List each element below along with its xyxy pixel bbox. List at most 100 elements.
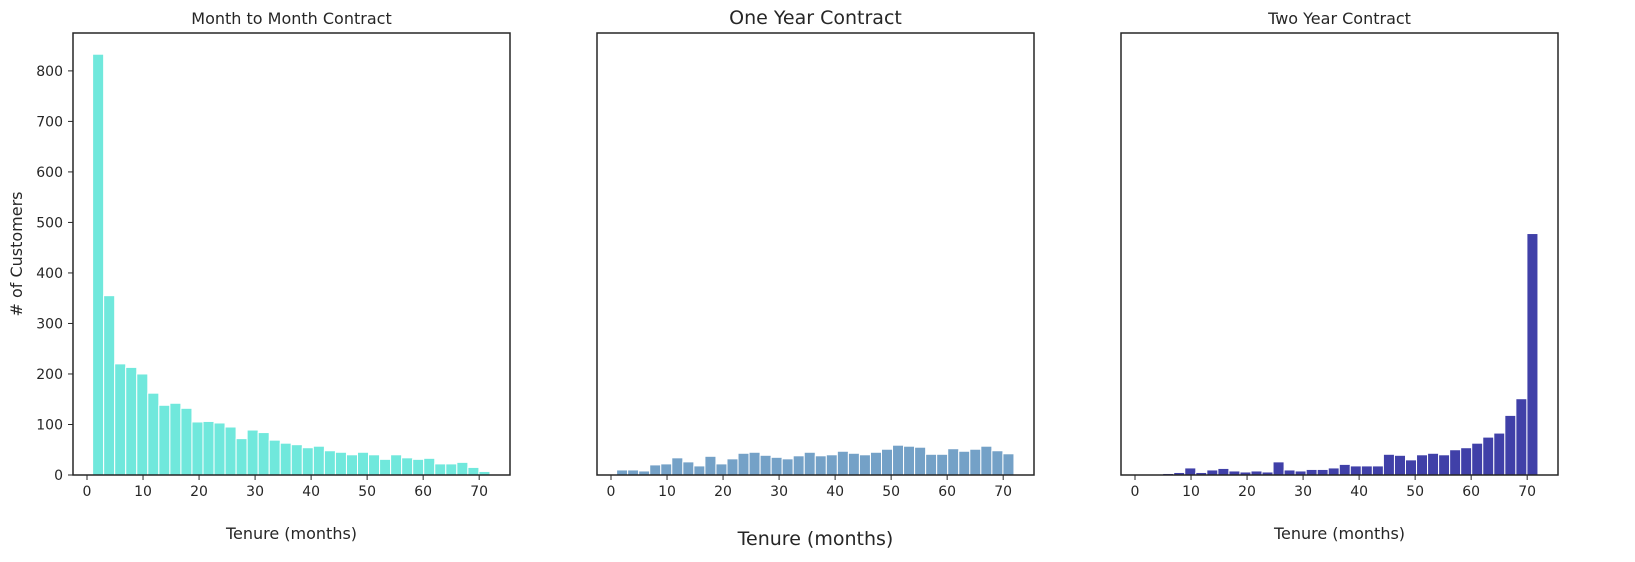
histogram-bar — [379, 458, 392, 476]
histogram-bar — [1427, 452, 1440, 476]
x-tick-label: 0 — [1131, 484, 1140, 500]
histogram-bar — [312, 445, 325, 476]
x-tick-label: 20 — [714, 484, 732, 500]
histogram-bar — [869, 451, 883, 476]
histogram-bar — [1184, 467, 1197, 476]
y-tick-label: 400 — [36, 266, 63, 282]
y-tick-label: 200 — [36, 367, 63, 383]
y-axis-label: # of Customers — [7, 191, 26, 316]
histogram-bar — [202, 420, 215, 476]
histogram-bar — [958, 450, 971, 476]
histogram-bar — [991, 450, 1004, 476]
x-tick-label: 60 — [1462, 484, 1480, 500]
histogram-bar — [390, 454, 403, 476]
x-tick-label: 30 — [1294, 484, 1312, 500]
x-tick-label: 70 — [1518, 484, 1536, 500]
x-axis-label: Tenure (months) — [225, 524, 357, 543]
histogram-bar — [357, 451, 370, 476]
x-tick-label: 60 — [938, 484, 956, 500]
histogram-bar — [1504, 414, 1517, 476]
histogram-bar — [213, 422, 226, 476]
chart-panel-3: 0 10 20 30 40 50 60 70 Two Year Contract Tenure (… — [1120, 9, 1559, 543]
y-tick-label: 500 — [36, 215, 63, 231]
histogram-bar — [936, 453, 949, 476]
histogram-bar — [1272, 461, 1285, 476]
x-axis-label: Tenure (months) — [1273, 524, 1405, 543]
histogram-bar — [704, 455, 717, 476]
x-tick-label: 20 — [190, 484, 208, 500]
y-tick-label: 100 — [36, 417, 63, 433]
chart-title: Two Year Contract — [1267, 9, 1411, 28]
histogram-bar — [1416, 454, 1429, 476]
histogram-bar — [412, 458, 425, 476]
y-tick-label: 0 — [54, 468, 63, 484]
histogram-bar — [627, 469, 640, 476]
histogram-bar — [368, 454, 381, 476]
x-tick-label: 40 — [826, 484, 844, 500]
histogram-bar — [114, 363, 127, 476]
histogram-bar — [279, 442, 292, 476]
x-tick-label: 20 — [1238, 484, 1256, 500]
histogram-bar — [323, 450, 336, 476]
axes-frame — [72, 32, 511, 476]
histogram-bar — [1482, 436, 1495, 476]
y-tick-label: 600 — [36, 165, 63, 181]
histogram-bar — [301, 447, 314, 476]
histogram-bar — [1327, 467, 1340, 476]
histogram-bar — [836, 450, 849, 476]
histogram-bar — [158, 404, 171, 476]
histogram-bar — [682, 461, 695, 476]
histogram-bar — [334, 451, 347, 476]
histogram-bar — [136, 373, 149, 476]
histogram-bar — [1349, 465, 1362, 476]
histogram-bar — [1393, 454, 1406, 476]
histogram-bar — [969, 448, 982, 476]
histogram-bar — [814, 455, 827, 476]
histogram-bar — [1217, 467, 1230, 476]
y-tick-label: 800 — [36, 64, 63, 80]
histogram-bar — [1471, 442, 1484, 476]
histogram-bar — [892, 444, 905, 476]
histogram-bar — [103, 295, 116, 476]
histogram-bar — [456, 461, 469, 476]
histogram-bar — [759, 454, 772, 476]
histogram-bar — [257, 432, 270, 476]
x-tick-label: 0 — [607, 484, 616, 500]
x-tick-label: 10 — [134, 484, 152, 500]
histogram-bar — [1283, 469, 1296, 476]
histogram-bar — [792, 455, 805, 476]
histogram-bar — [345, 454, 358, 476]
histogram-bar — [434, 463, 447, 476]
histogram-bar — [268, 439, 281, 476]
x-tick-label: 30 — [770, 484, 788, 500]
histogram-bar — [180, 407, 193, 476]
histogram-bar — [1360, 465, 1373, 476]
histogram-bar — [1438, 454, 1451, 476]
histogram-bar — [649, 464, 662, 476]
x-tick-label: 10 — [1182, 484, 1200, 500]
x-tick-label: 40 — [1350, 484, 1368, 500]
x-tick-label: 10 — [658, 484, 676, 500]
histogram-bar — [693, 465, 706, 476]
chart-panel-2: 0 10 20 30 40 50 60 70 One Year Contract Tenure (… — [596, 7, 1035, 550]
histogram-bar — [423, 457, 436, 476]
histogram-bar — [825, 454, 838, 476]
x-tick-label: 40 — [302, 484, 320, 500]
histogram-bar — [1305, 468, 1318, 476]
histogram-bar — [1206, 469, 1219, 476]
histogram-bar — [147, 392, 160, 476]
histogram-bar — [445, 463, 458, 476]
histogram-bar — [1515, 398, 1528, 476]
histogram-bar — [92, 53, 105, 476]
histogram-bar — [235, 438, 248, 476]
axes-frame — [1120, 32, 1559, 476]
x-tick-label: 70 — [470, 484, 488, 500]
y-tick-label: 300 — [36, 316, 63, 332]
histogram-bar — [748, 451, 761, 476]
histogram-bar — [616, 469, 629, 476]
histogram-bar — [803, 451, 816, 476]
histogram-bar — [1405, 459, 1418, 476]
histogram-bar — [224, 426, 237, 476]
